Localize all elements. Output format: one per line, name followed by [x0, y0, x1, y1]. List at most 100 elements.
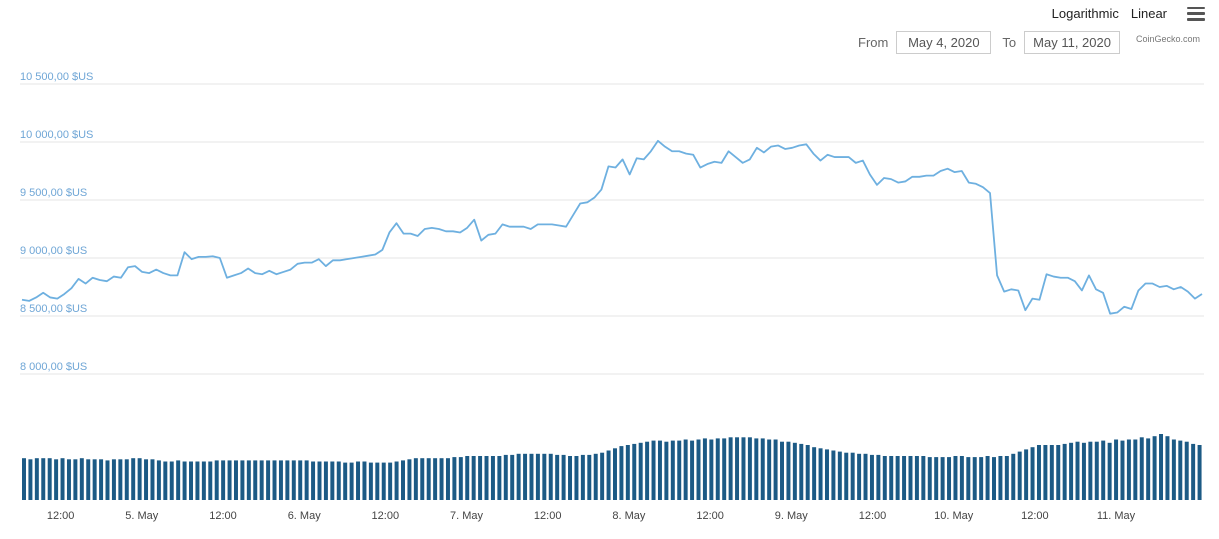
x-tick-label: 8. May	[612, 510, 646, 522]
volume-bar	[1056, 445, 1061, 500]
volume-bar	[291, 460, 296, 500]
x-tick-label: 5. May	[125, 510, 159, 522]
volume-bar	[889, 456, 894, 500]
volume-bar	[471, 456, 476, 500]
volume-bar	[722, 438, 727, 500]
volume-bar	[253, 460, 258, 500]
volume-bar	[747, 437, 752, 500]
volume-bar	[805, 445, 810, 500]
x-tick-label: 12:00	[47, 510, 75, 522]
volume-bar	[786, 441, 791, 500]
volume-bar	[465, 456, 470, 500]
volume-bar	[728, 437, 733, 500]
volume-bar	[1159, 434, 1164, 500]
volume-bar	[1133, 439, 1138, 500]
hamburger-menu-icon[interactable]	[1187, 6, 1205, 21]
y-tick-label: 8 500,00 $US	[20, 303, 87, 315]
volume-bar	[947, 457, 952, 500]
volume-bar	[1088, 441, 1093, 500]
volume-bar	[304, 460, 309, 500]
volume-bar	[998, 456, 1003, 500]
volume-bar	[651, 440, 656, 500]
y-tick-label: 9 500,00 $US	[20, 187, 87, 199]
volume-bar	[696, 439, 701, 500]
volume-bar	[966, 457, 971, 500]
x-tick-label: 12:00	[1021, 510, 1049, 522]
volume-bar	[593, 453, 598, 500]
volume-bar	[1165, 436, 1170, 500]
volume-bar	[574, 456, 579, 500]
volume-bar	[124, 459, 129, 500]
x-tick-label: 11. May	[1097, 510, 1136, 522]
volume-bar	[657, 440, 662, 500]
volume-bar	[503, 454, 508, 500]
from-date-input[interactable]: May 4, 2020	[896, 31, 992, 54]
volume-bar	[1146, 438, 1151, 500]
y-tick-label: 9 000,00 $US	[20, 245, 87, 257]
volume-bar	[208, 461, 213, 500]
volume-bar	[1139, 437, 1144, 500]
volume-bar	[837, 451, 842, 500]
volume-bar	[844, 452, 849, 500]
volume-bar	[41, 458, 46, 500]
credit-link[interactable]: CoinGecko.com	[1136, 34, 1201, 44]
volume-bar	[690, 440, 695, 500]
volume-bar	[182, 461, 187, 500]
volume-bar	[1062, 443, 1067, 500]
volume-bar	[407, 459, 412, 500]
volume-bar	[317, 461, 322, 500]
y-tick-label: 10 000,00 $US	[20, 129, 93, 141]
volume-bar	[754, 438, 759, 500]
volume-bar	[266, 460, 271, 500]
volume-bar	[613, 448, 617, 500]
volume-bar	[401, 460, 405, 500]
volume-bar	[144, 459, 149, 500]
volume-bar	[1178, 440, 1183, 500]
linear-option[interactable]: Linear	[1130, 6, 1167, 21]
volume-bar	[1043, 445, 1048, 500]
volume-bar	[176, 460, 181, 500]
volume-bar	[1075, 441, 1080, 500]
volume-bar	[670, 440, 675, 500]
volume-bar	[927, 457, 932, 500]
date-range: From May 4, 2020 To May 11, 2020	[858, 31, 1121, 54]
volume-bar	[863, 453, 868, 500]
volume-bar	[214, 460, 219, 500]
volume-bar	[490, 456, 495, 500]
x-tick-label: 12:00	[859, 510, 887, 522]
volume-bar	[1081, 442, 1086, 500]
volume-bar	[1024, 449, 1029, 500]
volume-bar	[99, 459, 104, 500]
volume-bar	[458, 457, 463, 500]
volume-bar	[992, 457, 996, 500]
volume-bar	[137, 458, 142, 500]
volume-bar	[638, 442, 643, 500]
volume-bar	[433, 458, 438, 500]
volume-bar	[439, 458, 444, 500]
volume-bar	[523, 453, 528, 500]
volume-bar	[869, 454, 874, 500]
volume-bar	[773, 439, 778, 500]
volume-bar	[79, 458, 84, 500]
to-date-input[interactable]: May 11, 2020	[1024, 31, 1121, 54]
x-tick-label: 9. May	[775, 510, 809, 522]
volume-bar	[22, 458, 26, 500]
volume-bar	[118, 459, 123, 500]
volume-bar	[336, 461, 341, 500]
volume-bar	[857, 453, 862, 500]
volume-bar	[1069, 442, 1074, 500]
volume-bar	[850, 452, 855, 500]
volume-bar	[645, 441, 650, 500]
volume-bar	[568, 456, 573, 500]
volume-bar	[368, 462, 373, 500]
volume-bar	[1094, 441, 1099, 500]
volume-bar	[394, 461, 399, 500]
volume-bar	[542, 453, 547, 500]
logarithmic-option[interactable]: Logarithmic	[1051, 6, 1119, 21]
price-line	[21, 139, 1203, 315]
volume-bar	[343, 462, 348, 500]
volume-bar	[709, 439, 714, 500]
x-tick-label: 10. May	[934, 510, 974, 522]
volume-bar	[34, 458, 39, 500]
